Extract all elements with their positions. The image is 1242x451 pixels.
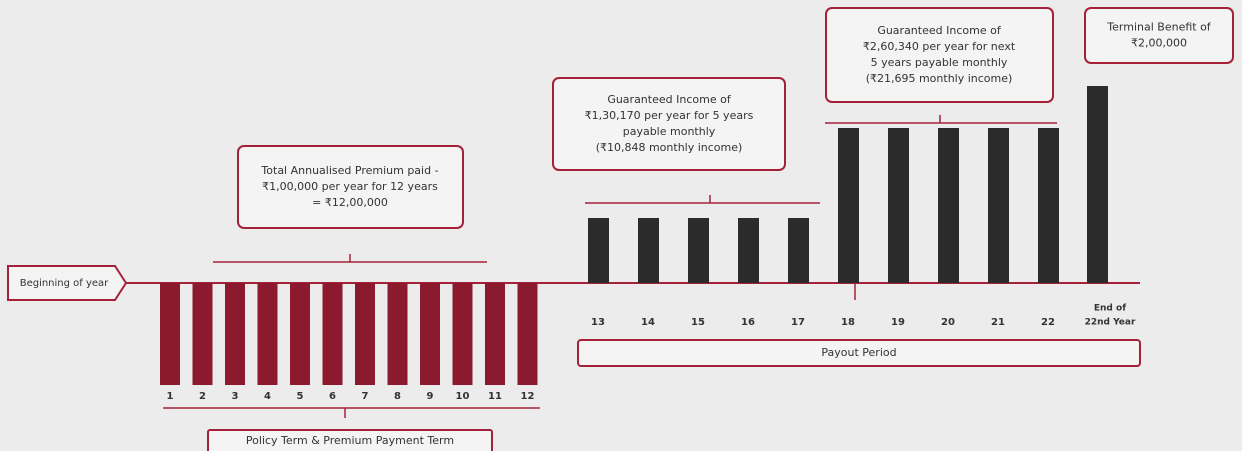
year-label: 12 [521, 391, 535, 402]
premium-bar [192, 283, 213, 385]
premium-bar [485, 283, 505, 385]
note-line: (₹21,695 monthly income) [866, 72, 1013, 85]
note-line: Terminal Benefit of [1106, 21, 1212, 34]
year-label: 7 [362, 391, 369, 402]
note-line: ₹1,00,000 per year for 12 years [262, 180, 438, 193]
note-line: Guaranteed Income of [607, 93, 732, 106]
terminal-bar [1087, 86, 1108, 283]
premium-bar [420, 283, 440, 385]
premium-bar [452, 283, 473, 385]
year-label: 22nd Year [1085, 318, 1136, 328]
year-label: 8 [394, 391, 401, 402]
note-line: Guaranteed Income of [877, 24, 1002, 37]
income2-note-box [825, 7, 1054, 103]
payout-box [577, 339, 1141, 367]
income2-bracket [825, 115, 1057, 124]
premium-bar [257, 283, 278, 385]
note-line: (₹10,848 monthly income) [596, 141, 743, 154]
income-bar [988, 128, 1009, 283]
income-bar [1038, 128, 1059, 283]
start-arrow [7, 265, 128, 301]
term-label: Policy Term & Premium Payment Term [246, 434, 454, 447]
premium-bar [322, 283, 343, 385]
premium-note-box [237, 145, 464, 229]
year-label: 6 [329, 391, 336, 402]
premium-bar [225, 283, 245, 385]
terminal-note-box [1084, 7, 1234, 64]
note-line: ₹2,60,340 per year for next [863, 40, 1016, 53]
year-label: 9 [427, 391, 434, 402]
year-label: 17 [791, 317, 805, 328]
year-label: 13 [591, 317, 605, 328]
year-label: 22 [1041, 317, 1055, 328]
note-line: = ₹12,00,000 [312, 196, 388, 209]
year-label: 18 [841, 317, 855, 328]
premium-bar [160, 283, 180, 385]
term-box [207, 429, 493, 451]
premium-bracket [213, 254, 487, 263]
year-label: 19 [891, 317, 905, 328]
premium-bar [290, 283, 310, 385]
year-label: 10 [456, 391, 470, 402]
note-line: payable monthly [623, 125, 716, 138]
income-bar [938, 128, 959, 283]
note-line: Total Annualised Premium paid - [260, 164, 438, 177]
year-label: 4 [264, 391, 271, 402]
year-label: 1 [167, 391, 174, 402]
start-label: Beginning of year [20, 278, 109, 289]
year-label: 14 [641, 317, 655, 328]
year-label: 21 [991, 317, 1005, 328]
term-bracket [163, 407, 540, 418]
income-bar [588, 218, 609, 283]
income-bar [888, 128, 909, 283]
note-line: ₹1,30,170 per year for 5 years [585, 109, 754, 122]
year-label: 3 [232, 391, 239, 402]
year-label: 5 [297, 391, 304, 402]
year-label: 11 [488, 391, 502, 402]
income-bar [738, 218, 759, 283]
income-bar [788, 218, 809, 283]
income-bar [688, 218, 709, 283]
income-bar [638, 218, 659, 283]
year-label: 16 [741, 317, 755, 328]
year-label: 15 [691, 317, 705, 328]
income-bar [838, 128, 859, 283]
premium-bar [517, 283, 538, 385]
payout-label: Payout Period [821, 346, 896, 359]
note-line: ₹2,00,000 [1131, 37, 1187, 50]
income1-note-box [552, 77, 786, 171]
premium-bar [387, 283, 408, 385]
note-line: 5 years payable monthly [871, 56, 1008, 69]
year-label: End of [1094, 304, 1126, 314]
premium-bar [355, 283, 375, 385]
income1-bracket [585, 195, 820, 204]
year-label: 20 [941, 317, 955, 328]
year-label: 2 [199, 391, 206, 402]
